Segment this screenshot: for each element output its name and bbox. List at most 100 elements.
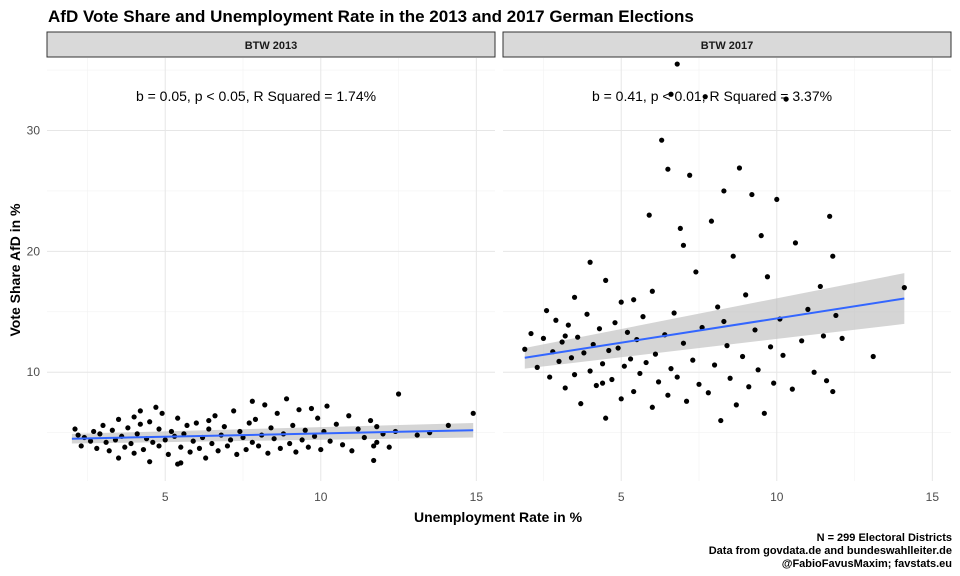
scatter-point [212,413,218,419]
scatter-point [646,212,652,218]
scatter-point [293,449,299,455]
panel-background [503,58,951,481]
scatter-point [609,376,615,383]
scatter-point [190,438,196,444]
scatter-point [618,396,624,402]
scatter-point [414,432,420,438]
scatter-point [817,283,823,290]
scatter-point [718,417,724,424]
scatter-point [627,356,634,362]
scatter-point [140,446,147,453]
caption-line-1: N = 299 Electoral Districts [817,532,952,544]
scatter-point [255,443,262,449]
scatter-point [615,345,621,351]
scatter-point [571,294,578,300]
scatter-point [224,443,231,449]
scatter-point [575,334,581,340]
y-tick-labels: 10 20 30 [27,124,41,380]
scatter-point [677,225,683,232]
scatter-point [324,403,330,409]
scatter-point [571,372,578,378]
scatter-point [209,440,215,447]
scatter-point [556,358,562,364]
scatter-point [652,351,659,357]
scatter-point [733,402,739,408]
strip-label: BTW 2013 [245,40,298,52]
scatter-point [830,388,836,395]
scatter-point [540,335,547,341]
x-tick-label: 15 [470,490,484,504]
scatter-point [901,285,907,291]
scatter-point [147,419,153,425]
scatter-point [581,350,587,356]
scatter-point [774,196,780,203]
scatter-point [346,413,352,419]
scatter-point [367,417,374,424]
scatter-point [764,274,771,280]
scatter-point [680,340,687,346]
scatter-point [562,385,568,391]
scatter-point [178,460,184,466]
scatter-point [302,427,308,433]
scatter-point [315,415,321,421]
scatter-point [743,292,749,298]
scatter-point [162,437,168,443]
scatter-point [386,444,392,450]
scatter-point [277,445,283,451]
confidence-band-area [524,273,905,369]
scatter-point [736,165,743,171]
scatter-point [131,414,137,420]
scatter-point [584,311,590,317]
scatter-point [599,361,606,367]
scatter-point [156,443,162,449]
scatter-point [705,390,711,396]
panel-grid [503,58,951,481]
scatter-point [100,422,106,429]
scatter-point [792,240,799,246]
scatter-point [274,410,280,416]
scatter-point [445,422,451,429]
scatter-point [780,352,786,358]
regression-line [524,297,905,359]
scatter-point [640,314,646,320]
scatter-point [333,421,339,427]
scatter-point [327,438,333,444]
scatter-point [671,310,677,316]
scatter-point [674,61,680,67]
scatter-point [78,443,84,449]
scatter-point [783,96,789,102]
scatter-point [287,440,293,447]
scatter-point [97,431,103,437]
scatter-point [690,357,696,363]
scatter-point [72,426,78,432]
scatter-point [193,420,199,426]
scatter-point [339,442,346,448]
scatter-point [612,320,618,326]
scatter-point [252,416,259,422]
scatter-point [631,297,637,303]
scatter-point [296,407,302,413]
scatter-point [830,253,836,259]
scatter-point [268,425,274,431]
scatter-point [590,341,596,348]
scatter-point [606,347,612,354]
scatter-point [543,307,550,314]
scatter-point [109,427,115,433]
scatter-point [820,333,827,339]
scatter-point [839,335,845,341]
scatter-point [758,233,764,239]
scatter-point [153,404,159,410]
scatter-point [665,392,671,398]
scatter-point [599,380,606,386]
panel-annotation: b = 0.05, p < 0.05, R Squared = 1.74% [136,88,376,104]
scatter-point [249,439,255,445]
scatter-point [122,444,128,450]
scatter-point [702,94,708,100]
scatter-point [395,391,402,397]
scatter-point [696,381,702,387]
scatter-point [371,457,377,464]
scatter-point [534,364,540,370]
scatter-point [187,449,193,455]
x-tick-label: 5 [618,490,625,504]
scatter-point [128,440,134,447]
